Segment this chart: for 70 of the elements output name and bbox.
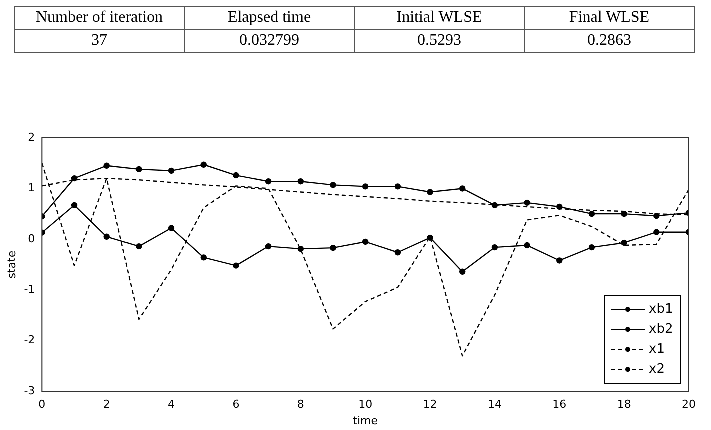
- y-tick-label: 2: [28, 130, 36, 144]
- text: 37: [14, 30, 184, 52]
- point: [362, 238, 369, 246]
- point: [168, 225, 175, 232]
- x-tick-label: 0: [38, 398, 46, 412]
- point: [200, 254, 207, 261]
- point: [556, 204, 563, 210]
- y-tick-label: 0: [28, 232, 36, 246]
- x-axis-title: time: [353, 414, 378, 428]
- point: [136, 243, 142, 250]
- point: [71, 175, 78, 182]
- point: [621, 210, 628, 218]
- point: [298, 178, 304, 185]
- x-tick-label: 10: [358, 398, 373, 412]
- x-tick-label: 18: [617, 398, 632, 412]
- point: [330, 182, 336, 188]
- x-tick-label: 4: [168, 398, 176, 412]
- point: [394, 184, 402, 190]
- point: [460, 268, 466, 275]
- point: [588, 210, 596, 218]
- text: Number of iteration: [14, 6, 184, 30]
- point: [427, 189, 434, 196]
- point: [168, 168, 175, 174]
- text: Elapsed time: [184, 6, 354, 30]
- x-tick-label: 2: [103, 398, 110, 412]
- legend-label: x1: [649, 342, 665, 357]
- point: [460, 186, 466, 192]
- legend-label: x2: [649, 362, 665, 377]
- y-tick-label: -3: [24, 384, 36, 398]
- point: [524, 242, 530, 249]
- text: 0.2863: [524, 30, 694, 52]
- point: [136, 166, 142, 173]
- point: [492, 202, 498, 209]
- point: [588, 244, 596, 251]
- x-tick-label: 8: [297, 398, 304, 412]
- x-tick-label: 16: [552, 398, 567, 412]
- text: 0.032799: [184, 30, 354, 52]
- point: [265, 243, 272, 250]
- x-tick-label: 14: [488, 398, 502, 412]
- point: [362, 184, 369, 190]
- line-series: [42, 162, 689, 357]
- point: [71, 202, 78, 209]
- y-tick-label: -2: [24, 334, 36, 347]
- point: [298, 246, 304, 252]
- x-tick-label: 6: [232, 398, 240, 412]
- text: Initial WLSE: [354, 6, 524, 30]
- point: [556, 258, 563, 264]
- point: [492, 244, 498, 251]
- point: [233, 262, 240, 269]
- y-tick-label: -1: [24, 283, 36, 296]
- legend-label: xb1: [649, 302, 674, 317]
- point: [330, 244, 336, 252]
- point: [654, 213, 660, 220]
- text: Final WLSE: [524, 6, 694, 30]
- legend-label: xb2: [649, 322, 674, 337]
- y-axis-title: state: [5, 250, 18, 279]
- point: [104, 234, 110, 240]
- point: [233, 172, 240, 179]
- point: [654, 229, 660, 236]
- point: [104, 162, 110, 169]
- text: 0.5293: [354, 30, 524, 52]
- point: [265, 178, 272, 185]
- point: [621, 240, 628, 246]
- point: [394, 250, 402, 256]
- point: [200, 162, 207, 168]
- y-tick-label: 1: [28, 182, 36, 195]
- x-tick-label: 12: [423, 398, 438, 412]
- x-tick-label: 20: [682, 398, 696, 412]
- point: [524, 200, 530, 206]
- point: [427, 234, 434, 242]
